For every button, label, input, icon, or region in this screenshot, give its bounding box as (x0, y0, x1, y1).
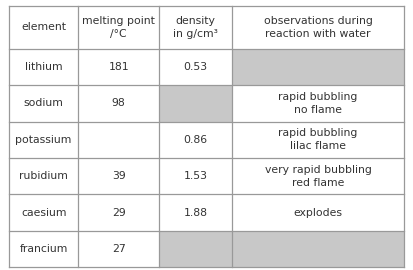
Bar (159, 6, 232, 49)
Text: rubidium: rubidium (19, 171, 68, 181)
Text: sodium: sodium (24, 98, 64, 108)
Bar (159, 122, 232, 158)
Bar (159, 85, 232, 122)
Bar (9, 231, 78, 267)
Text: 1.53: 1.53 (184, 171, 208, 181)
Text: 1.88: 1.88 (184, 208, 208, 218)
Bar (232, 194, 404, 231)
Text: francium: francium (19, 244, 68, 254)
Text: caesium: caesium (21, 208, 66, 218)
Bar (9, 49, 78, 85)
Bar (232, 231, 404, 267)
Bar (78, 122, 159, 158)
Text: 0.53: 0.53 (184, 62, 208, 72)
Bar (232, 122, 404, 158)
Bar (9, 85, 78, 122)
Bar (159, 231, 232, 267)
Text: 29: 29 (112, 208, 126, 218)
Bar (232, 158, 404, 194)
Bar (159, 49, 232, 85)
Text: lithium: lithium (25, 62, 62, 72)
Bar (159, 194, 232, 231)
Bar (9, 158, 78, 194)
Text: rapid bubbling
lilac flame: rapid bubbling lilac flame (278, 128, 358, 151)
Text: element: element (21, 22, 66, 32)
Bar (159, 158, 232, 194)
Text: potassium: potassium (15, 135, 72, 145)
Text: melting point
/°C: melting point /°C (82, 16, 155, 39)
Bar (232, 85, 404, 122)
Bar (232, 6, 404, 49)
Bar (78, 85, 159, 122)
Text: density
in g/cm³: density in g/cm³ (173, 16, 218, 39)
Bar (232, 49, 404, 85)
Text: 98: 98 (112, 98, 126, 108)
Text: very rapid bubbling
red flame: very rapid bubbling red flame (265, 165, 371, 188)
Text: explodes: explodes (294, 208, 342, 218)
Bar (78, 49, 159, 85)
Bar (78, 6, 159, 49)
Text: rapid bubbling
no flame: rapid bubbling no flame (278, 92, 358, 115)
Text: 27: 27 (112, 244, 126, 254)
Text: 181: 181 (108, 62, 129, 72)
Text: observations during
reaction with water: observations during reaction with water (263, 16, 373, 39)
Bar (9, 194, 78, 231)
Bar (9, 6, 78, 49)
Bar (78, 194, 159, 231)
Bar (78, 231, 159, 267)
Bar (78, 158, 159, 194)
Text: 0.86: 0.86 (184, 135, 208, 145)
Text: 39: 39 (112, 171, 126, 181)
Bar (9, 122, 78, 158)
